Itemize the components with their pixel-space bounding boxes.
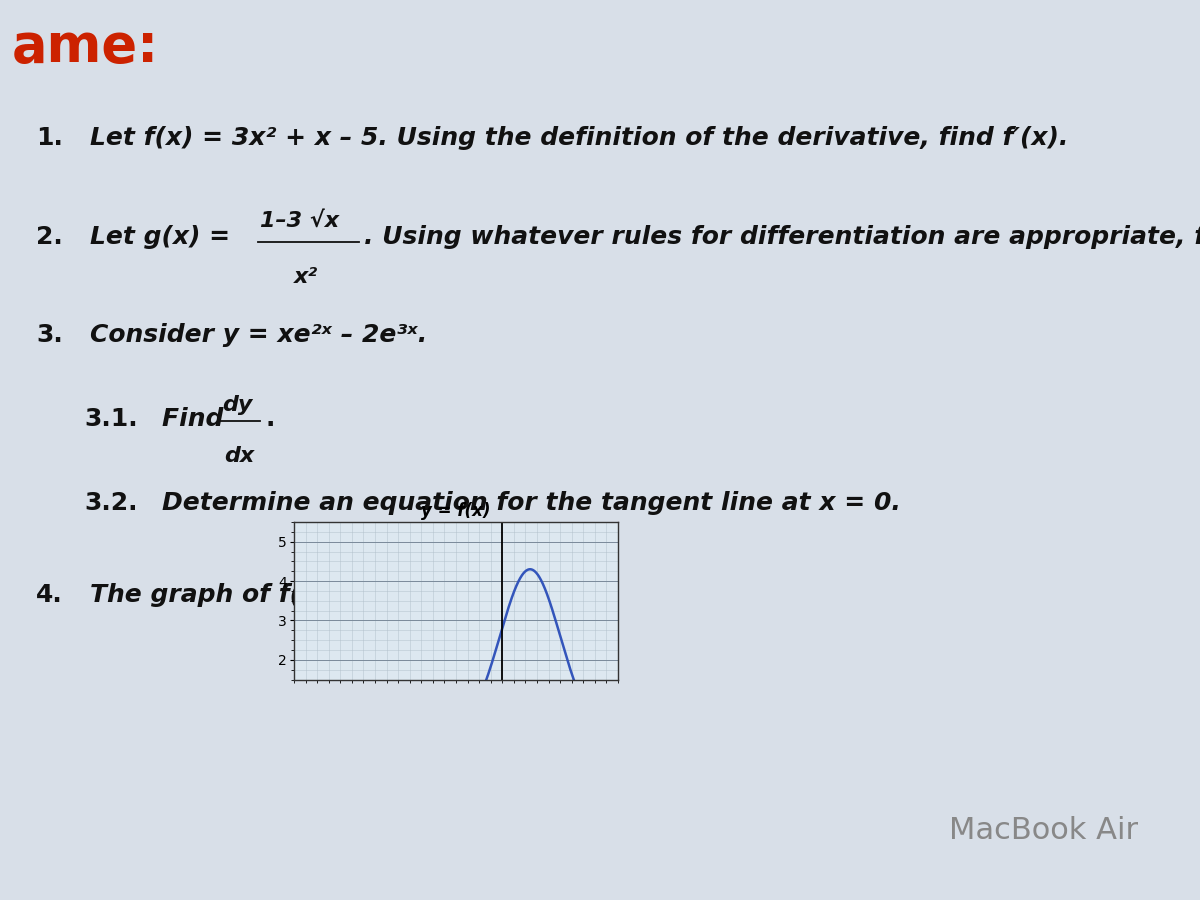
Text: Let g(x) =: Let g(x) = [90,225,239,248]
Text: ame:: ame: [12,21,160,73]
Text: dy: dy [222,394,252,415]
Text: Determine an equation for the tangent line at x = 0.: Determine an equation for the tangent li… [162,491,901,516]
Text: 3.: 3. [36,323,62,346]
Text: x²: x² [294,266,318,287]
Text: 1.: 1. [36,126,62,150]
Text: Consider y = xe²ˣ – 2e³ˣ.: Consider y = xe²ˣ – 2e³ˣ. [90,323,427,346]
Text: dx: dx [224,446,254,466]
Text: 3.1.: 3.1. [84,407,138,431]
Text: MacBook Air: MacBook Air [949,816,1139,845]
Text: 3.2.: 3.2. [84,491,138,516]
Text: . Using whatever rules for differentiation are appropriate, find g′(x).: . Using whatever rules for differentiati… [364,225,1200,248]
Text: .: . [265,407,275,431]
Text: 2.: 2. [36,225,62,248]
Text: The graph of f(x) is given below.: The graph of f(x) is given below. [90,582,547,607]
Text: 1–3 √x: 1–3 √x [260,211,340,230]
Text: Let f(x) = 3x² + x – 5. Using the definition of the derivative, find f′(x).: Let f(x) = 3x² + x – 5. Using the defini… [90,126,1068,150]
Title: y = f(x): y = f(x) [421,502,491,520]
Text: Find: Find [162,407,232,431]
Text: 4.: 4. [36,582,62,607]
